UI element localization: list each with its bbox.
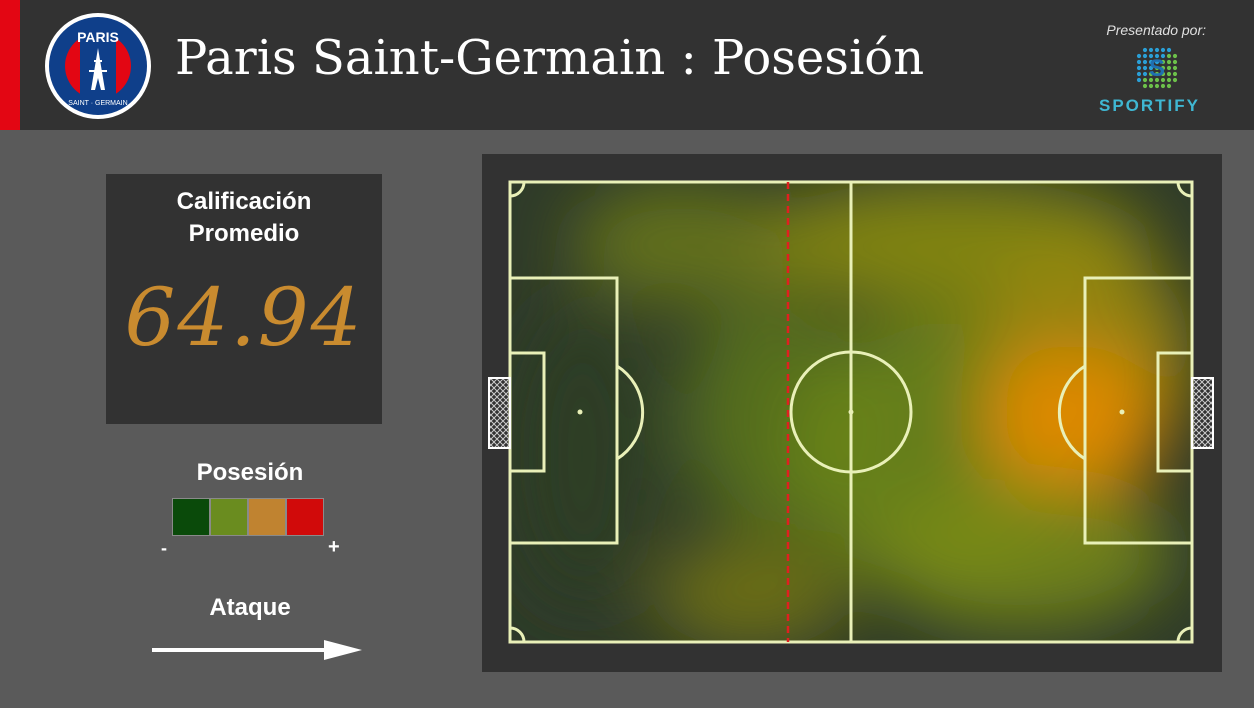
legend-color-scale (172, 498, 324, 536)
attack-arrow-icon (152, 640, 362, 660)
header-accent-stripe (0, 0, 20, 130)
possession-heatmap-panel (482, 154, 1222, 672)
right-goal (1191, 377, 1214, 449)
legend-max-label: + (328, 536, 340, 558)
left-penalty-spot (577, 409, 583, 415)
left-goal (488, 377, 511, 449)
rating-label-line2: Promedio (188, 220, 300, 247)
psg-crest-icon: PARIS SAINT · GERMAIN (45, 13, 151, 119)
average-rating-panel: Calificación Promedio 64.94 (106, 174, 382, 424)
average-rating-value: 64.94 (124, 271, 364, 364)
legend-swatch-2 (210, 498, 248, 536)
legend-title: Posesión (196, 459, 304, 486)
sportify-globe-icon: S (1136, 47, 1178, 89)
page-title: Paris Saint-Germain : Posesión (175, 32, 924, 85)
legend-swatch-4 (286, 498, 324, 536)
presented-by-label: Presentado por: (1106, 22, 1206, 38)
title-separator: : (680, 30, 697, 86)
legend-swatch-1 (172, 498, 210, 536)
football-pitch-heatmap (488, 180, 1214, 644)
right-penalty-spot (1119, 409, 1125, 415)
logo-text-bottom: SAINT · GERMAIN (68, 100, 127, 107)
svg-text:S: S (1149, 55, 1165, 82)
page-subtitle: Posesión (712, 30, 925, 86)
header-bar: PARIS SAINT · GERMAIN Paris Saint-Germai… (0, 0, 1254, 130)
attack-direction-label: Ataque (209, 594, 291, 621)
rating-label-line1: Calificación (176, 188, 312, 215)
logo-text-top: PARIS (77, 29, 119, 45)
legend-min-label: - (161, 538, 167, 558)
average-rating-label: Calificación Promedio (106, 186, 382, 250)
sponsor-name: SPORTIFY (1099, 96, 1201, 115)
legend-swatch-3 (248, 498, 286, 536)
team-name: Paris Saint-Germain (175, 30, 666, 86)
center-spot (848, 409, 854, 415)
